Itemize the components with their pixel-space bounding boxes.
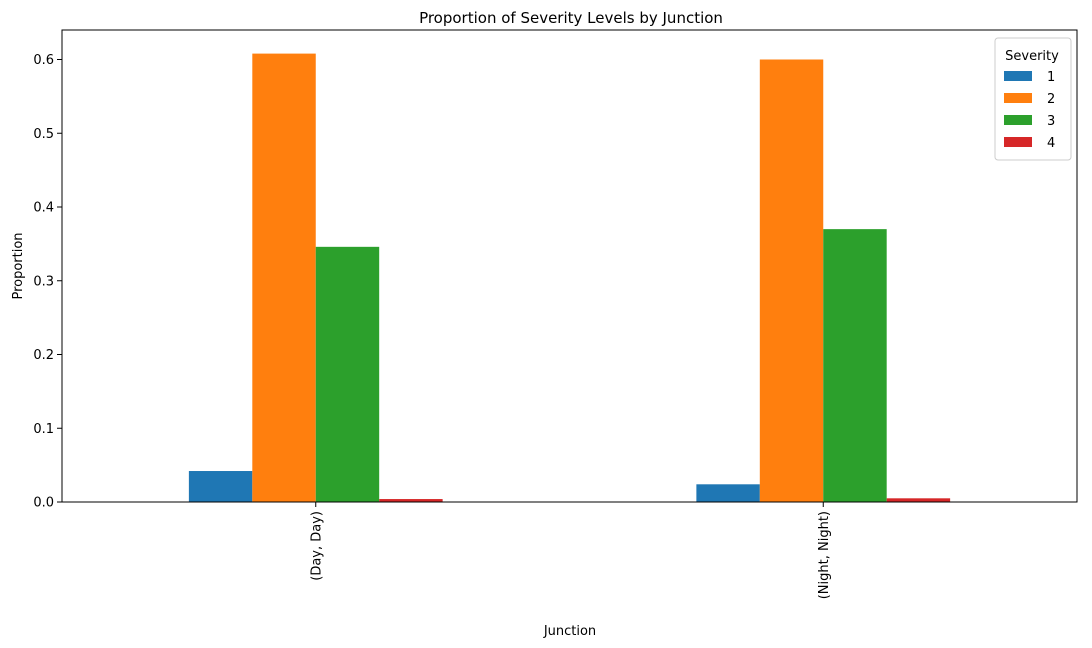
legend-box — [994, 37, 1072, 161]
bar-severity-1-cat-0 — [188, 471, 253, 502]
x-tick-label: (Day, Day) — [309, 511, 324, 581]
bar-severity-3-cat-1 — [823, 229, 887, 503]
legend-items: 1 2 3 4 — [1004, 70, 1055, 151]
legend-label-3: 3 — [1047, 114, 1055, 129]
bar-severity-1-cat-1 — [696, 484, 760, 502]
legend-swatch-1 — [1004, 71, 1032, 81]
y-tick-label: 0.1 — [33, 422, 54, 437]
y-tick-label: 0.6 — [33, 53, 54, 68]
legend-swatch-3 — [1004, 115, 1032, 125]
legend-swatch-2 — [1004, 93, 1032, 103]
y-tick-label: 0.0 — [33, 496, 54, 511]
legend-swatch-4 — [1004, 137, 1032, 147]
legend-label-1: 1 — [1047, 70, 1055, 85]
bar-severity-2-cat-0 — [252, 53, 316, 502]
y-tick-label: 0.4 — [33, 201, 54, 216]
y-axis: 0.0 0.1 0.2 0.3 0.4 0.5 0.6 — [33, 53, 62, 511]
y-tick-label: 0.2 — [33, 348, 54, 363]
x-axis: (Day, Day) (Night, Night) — [309, 502, 832, 599]
legend-label-4: 4 — [1047, 136, 1055, 151]
y-axis-label: Proportion — [11, 232, 26, 299]
legend: Severity 1 2 3 4 — [994, 37, 1072, 161]
bar-severity-4-cat-0 — [379, 499, 443, 502]
bar-severity-3-cat-0 — [315, 246, 380, 502]
bar-severity-4-cat-1 — [886, 498, 951, 502]
bar-severity-2-cat-1 — [759, 59, 824, 502]
chart-title: Proportion of Severity Levels by Junctio… — [419, 9, 723, 27]
x-axis-label: Junction — [543, 624, 596, 639]
x-tick-label: (Night, Night) — [817, 511, 832, 599]
legend-label-2: 2 — [1047, 92, 1055, 107]
plot-frame — [61, 29, 1078, 503]
y-tick-label: 0.5 — [33, 127, 54, 142]
y-tick-label: 0.3 — [33, 274, 54, 289]
bars-layer — [188, 53, 951, 503]
legend-title: Severity — [1005, 49, 1059, 64]
